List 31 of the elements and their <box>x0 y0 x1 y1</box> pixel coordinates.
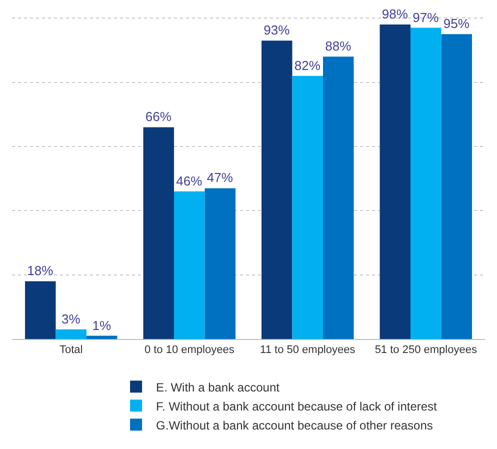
legend-label: E. With a bank account <box>156 380 280 394</box>
data-label: 97% <box>412 10 440 25</box>
data-label: 3% <box>62 311 81 326</box>
bar <box>25 281 56 339</box>
data-label: 18% <box>27 263 54 278</box>
bar <box>323 56 354 339</box>
bar <box>410 28 442 339</box>
bar <box>174 191 205 339</box>
legend-label: G.Without a bank account because of other reasons <box>156 418 433 432</box>
data-label: 47% <box>206 170 234 186</box>
data-label: 82% <box>294 58 321 73</box>
bar <box>441 34 472 339</box>
x-tick-label: 51 to 250 employees <box>374 344 478 356</box>
x-tick-label: 0 to 10 employees <box>144 344 235 356</box>
legend-label: F. Without a bank account because of lack of interest <box>156 399 438 414</box>
data-label: 88% <box>325 38 352 54</box>
bar <box>292 76 323 339</box>
bar <box>262 40 292 339</box>
data-label: 66% <box>145 109 172 124</box>
bar <box>86 336 118 339</box>
data-label: 95% <box>443 16 470 32</box>
x-tick-label: 11 to 50 employees <box>260 344 356 356</box>
data-label: 46% <box>176 173 203 188</box>
x-tick-label: Total <box>60 344 83 356</box>
bar <box>56 329 86 339</box>
data-label: 1% <box>92 318 112 333</box>
bar <box>204 188 236 339</box>
bar <box>143 127 174 339</box>
data-label: 93% <box>264 22 290 38</box>
bar <box>380 24 410 339</box>
data-label: 98% <box>382 6 408 22</box>
